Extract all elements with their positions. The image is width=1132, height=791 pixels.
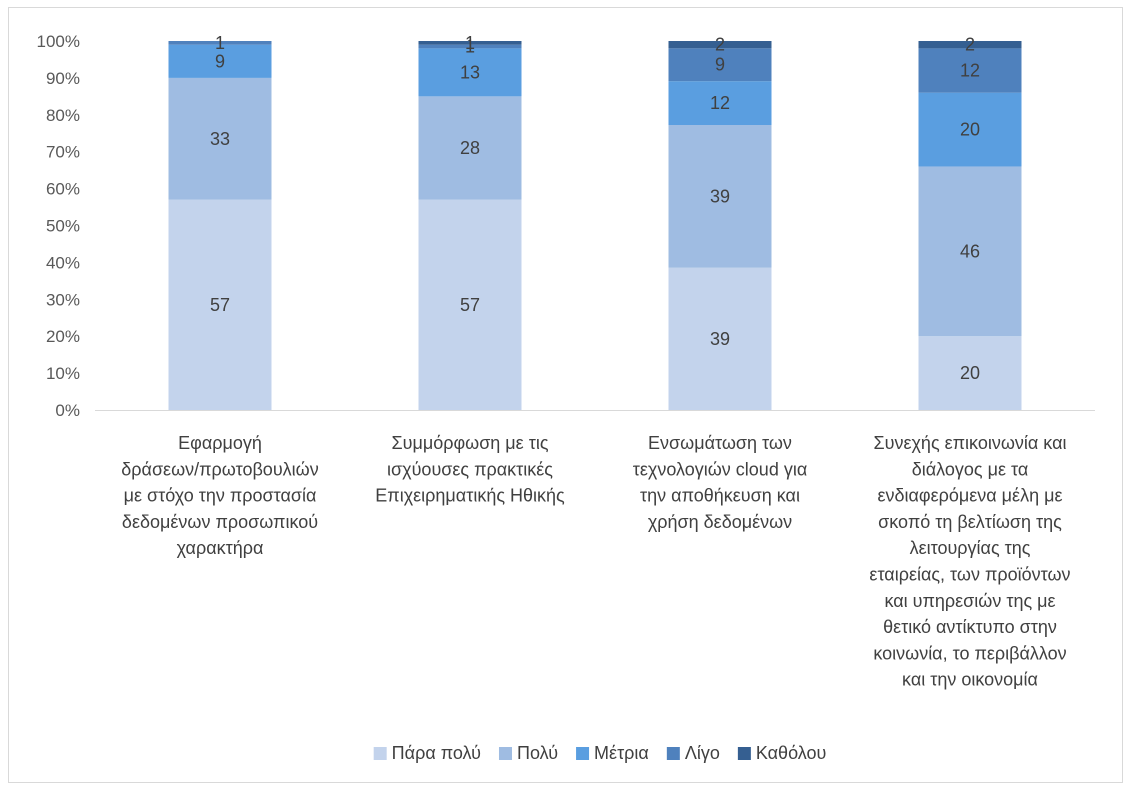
legend-label: Πάρα πολύ bbox=[392, 743, 481, 763]
y-tick-label: 10% bbox=[46, 364, 80, 383]
bar-segment bbox=[668, 267, 772, 410]
data-label: 12 bbox=[960, 61, 980, 81]
legend-label: Μέτρια bbox=[594, 743, 649, 763]
bar-segment bbox=[168, 44, 272, 78]
category-label: Συμμόρφωση με τις ισχύουσες πρακτικές Επιχ… bbox=[375, 433, 565, 506]
data-label: 57 bbox=[460, 295, 480, 315]
y-tick-label: 40% bbox=[46, 253, 80, 272]
y-tick-label: 20% bbox=[46, 327, 80, 346]
bar-segment bbox=[918, 336, 1022, 410]
bar-segment bbox=[418, 44, 522, 49]
data-label: 39 bbox=[710, 186, 730, 206]
category-label: Ενσωμάτωση των τεχνολογιών cloud για την α… bbox=[633, 433, 807, 532]
data-label: 9 bbox=[215, 51, 225, 71]
legend-swatch bbox=[666, 747, 680, 760]
bar-segment bbox=[918, 41, 1022, 49]
data-label: 1 bbox=[215, 33, 225, 53]
y-tick-label: 70% bbox=[46, 143, 80, 162]
y-tick-label: 100% bbox=[37, 32, 80, 51]
data-label: 1 bbox=[465, 37, 475, 57]
bar-segment bbox=[418, 199, 522, 410]
y-tick-label: 50% bbox=[46, 217, 80, 236]
legend-swatch bbox=[737, 747, 751, 760]
y-tick-label: 90% bbox=[46, 69, 80, 88]
data-label: 1 bbox=[465, 33, 475, 53]
bar-segment bbox=[418, 96, 522, 200]
legend-label: Καθόλου bbox=[756, 743, 826, 763]
bar-segment bbox=[668, 81, 772, 126]
data-label: 20 bbox=[960, 120, 980, 140]
bar-segment bbox=[668, 125, 772, 268]
y-tick-label: 0% bbox=[55, 401, 80, 420]
bar-segment bbox=[418, 48, 522, 97]
data-label: 2 bbox=[715, 35, 725, 55]
bar-segment bbox=[918, 166, 1022, 337]
data-label: 20 bbox=[960, 363, 980, 383]
bar-segment bbox=[418, 41, 522, 45]
data-label: 9 bbox=[715, 55, 725, 75]
y-tick-label: 30% bbox=[46, 290, 80, 309]
data-label: 57 bbox=[210, 295, 230, 315]
data-label: 28 bbox=[460, 138, 480, 158]
data-label: 2 bbox=[965, 35, 975, 55]
category-label: Εφαρμογή δράσεων/πρωτοβουλιών με στόχο την… bbox=[121, 433, 318, 558]
bar-segment bbox=[168, 77, 272, 200]
data-label: 12 bbox=[710, 93, 730, 113]
bar-segment bbox=[668, 48, 772, 82]
legend-swatch bbox=[576, 747, 590, 760]
y-tick-label: 60% bbox=[46, 180, 80, 199]
bar-segment bbox=[668, 41, 772, 49]
bar-segment bbox=[918, 48, 1022, 93]
legend-label: Λίγο bbox=[685, 743, 720, 763]
bar-segment bbox=[918, 92, 1022, 167]
data-label: 13 bbox=[460, 62, 480, 82]
y-tick-label: 80% bbox=[46, 106, 80, 125]
data-label: 33 bbox=[210, 129, 230, 149]
legend-label: Πολύ bbox=[517, 743, 558, 763]
data-label: 46 bbox=[960, 241, 980, 261]
legend-swatch bbox=[498, 747, 512, 760]
data-label: 39 bbox=[710, 329, 730, 349]
bar-segment bbox=[168, 199, 272, 410]
legend-swatch bbox=[373, 747, 387, 760]
bar-segment bbox=[168, 41, 272, 45]
category-label: Συνεχής επικοινωνία και διάλογος με τα ενδ… bbox=[869, 433, 1070, 690]
